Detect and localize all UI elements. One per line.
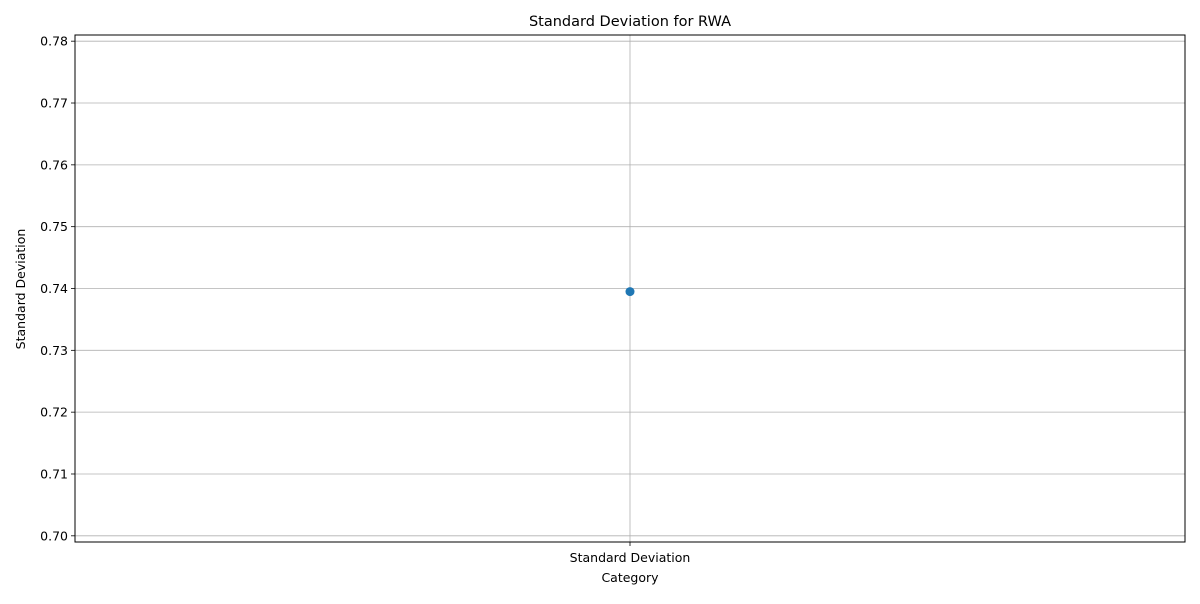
y-tick-label: 0.72: [40, 405, 68, 420]
data-point: [625, 287, 635, 297]
y-tick-label: 0.78: [40, 34, 68, 49]
data-points: [625, 287, 635, 297]
y-tick-label: 0.76: [40, 157, 68, 172]
y-tick-label: 0.71: [40, 466, 68, 481]
y-tick-label: 0.73: [40, 343, 68, 358]
y-tick-label: 0.75: [40, 219, 68, 234]
chart-title: Standard Deviation for RWA: [529, 14, 731, 30]
y-tick-label: 0.77: [40, 96, 68, 111]
plot-area-frame: [74, 34, 1186, 543]
y-axis-label: Standard Deviation: [13, 229, 28, 350]
y-tick-label: 0.70: [40, 528, 68, 543]
ticks: 0.70 0.71 0.72 0.73 0.74 0.75 0.76 0.77 0.78 Stan…: [40, 34, 690, 565]
x-axis-label: Category: [601, 570, 659, 585]
y-tick-label: 0.74: [40, 281, 68, 296]
x-tick-label: Standard Deviation: [570, 550, 691, 565]
